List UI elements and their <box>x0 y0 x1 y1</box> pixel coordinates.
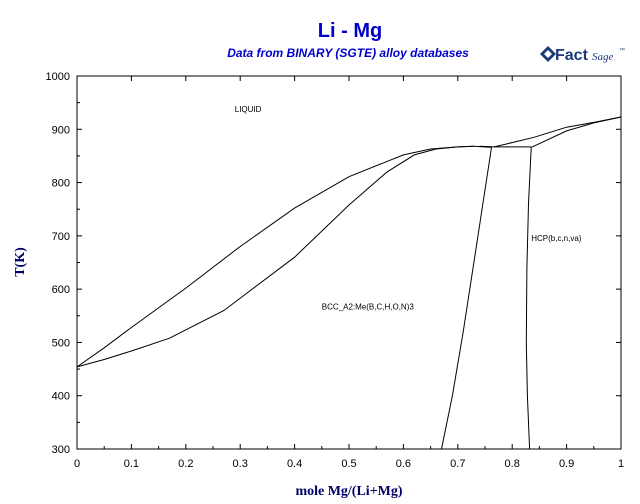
y-tick-label: 600 <box>52 284 70 296</box>
x-tick-label: 0.9 <box>559 458 574 470</box>
y-tick-label: 900 <box>52 124 70 136</box>
x-tick-label: 0.7 <box>450 458 465 470</box>
x-tick-label: 0 <box>74 458 80 470</box>
plot-frame <box>76 75 622 450</box>
factsage-logo: Fact Sage ™ <box>540 46 625 64</box>
phase-label: HCP(b,c,n,va) <box>531 234 582 243</box>
x-axis: 0 0.1 0.2 0.3 0.4 0.5 0.6 0.7 0.8 0.9 1 <box>74 76 624 470</box>
y-axis: 300 400 500 600 700 800 900 1000 <box>46 71 621 456</box>
x-tick-label: 0.6 <box>396 458 411 470</box>
phase-label: LIQUID <box>235 105 262 114</box>
logo-trademark: ™ <box>619 47 625 54</box>
phase-label: BCC_A2:Me(B,C,H,O,N)3 <box>322 302 415 311</box>
y-tick-label: 800 <box>52 178 70 190</box>
y-axis-title: T(K) <box>13 247 28 277</box>
x-tick-label: 0.4 <box>287 458 302 470</box>
phase-boundary-2 <box>76 145 475 368</box>
phase-boundary-1 <box>76 145 475 368</box>
x-tick-label: 0.8 <box>505 458 520 470</box>
logo-text-main: Fact <box>555 47 589 64</box>
x-tick-label: 0.1 <box>124 458 139 470</box>
x-axis-title: mole Mg/(Li+Mg) <box>295 484 402 499</box>
chart-title: Li - Mg <box>317 20 383 42</box>
y-tick-label: 700 <box>52 231 70 243</box>
x-tick-label: 0.3 <box>233 458 248 470</box>
x-tick-label: 0.5 <box>341 458 356 470</box>
logo-text-sub: Sage <box>592 51 614 63</box>
phase-boundary-8 <box>530 116 622 148</box>
y-tick-label: 300 <box>52 444 70 456</box>
phase-boundary-6 <box>525 147 532 450</box>
factsage-logo-icon <box>540 46 556 62</box>
phase-labels: LIQUID HCP(b,c,n,va) BCC_A2:Me(B,C,H,O,N)3 <box>235 105 582 311</box>
x-tick-label: 0.2 <box>178 458 193 470</box>
x-tick-label: 1 <box>618 458 624 470</box>
chart-subtitle: Data from BINARY (SGTE) alloy databases <box>227 46 469 60</box>
phase-boundary-5 <box>441 147 492 450</box>
y-tick-label: 1000 <box>46 71 70 83</box>
phase-boundaries <box>76 116 622 450</box>
y-tick-label: 400 <box>52 391 70 403</box>
phase-boundary-4 <box>479 145 532 148</box>
y-tick-label: 500 <box>52 337 70 349</box>
